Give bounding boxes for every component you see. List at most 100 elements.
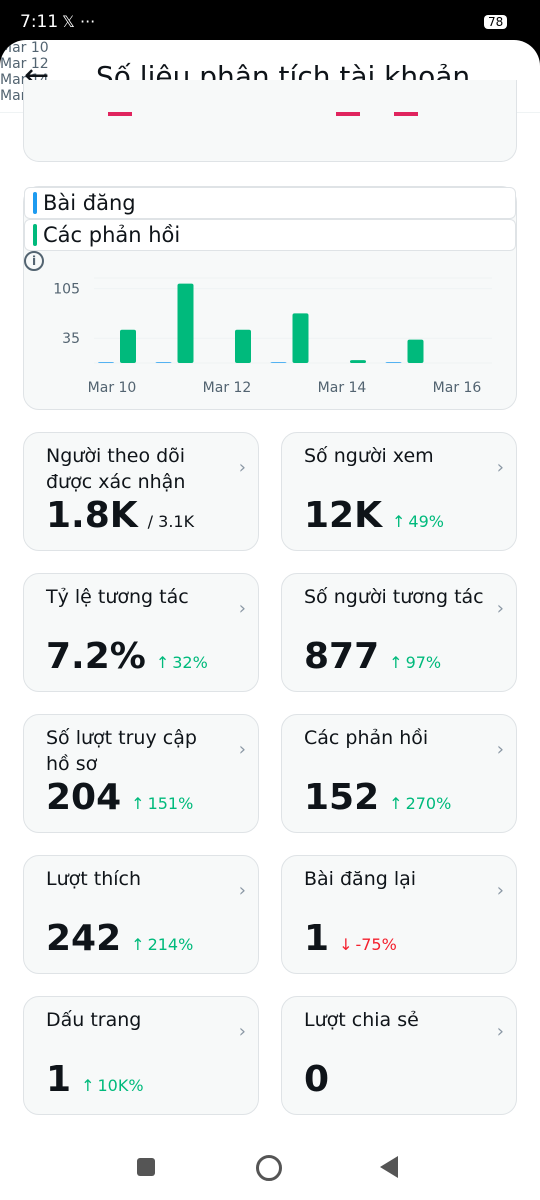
chevron: › xyxy=(238,880,246,901)
change-text: 97% xyxy=(405,653,442,672)
bar xyxy=(270,362,287,363)
y-tick-label: 35 xyxy=(62,331,80,347)
trend-arrow: ↑ xyxy=(155,653,170,672)
y-tick-label: 105 xyxy=(53,282,80,298)
nav-home[interactable] xyxy=(256,1155,282,1181)
trend-arrow: ↑ xyxy=(389,653,403,672)
bar xyxy=(350,360,366,363)
nav-back[interactable] xyxy=(380,1156,398,1178)
battery: 78 xyxy=(484,15,508,29)
top-chart-card xyxy=(23,80,517,162)
metric-label: Tỷ lệ tương tác xyxy=(46,586,189,608)
mark xyxy=(108,112,132,116)
metric-change: ↑ 49% xyxy=(392,512,444,531)
metric-number: 242 xyxy=(46,918,122,959)
metric-card[interactable]: Lượt thích › 242 ↑ 214% xyxy=(23,855,259,974)
chevron: › xyxy=(496,880,504,901)
metric-value: 1 ↓ -75% xyxy=(304,918,397,959)
bar xyxy=(292,313,309,363)
status-icons: 𝕏 ··· xyxy=(62,12,96,31)
metric-number: 877 xyxy=(304,636,380,677)
chevron: › xyxy=(238,598,246,619)
metric-change: ↑ 270% xyxy=(389,794,451,813)
trend-arrow: ↓ xyxy=(339,935,353,954)
metric-extra: / 3.1K xyxy=(147,512,195,531)
metric-change: ↓ -75% xyxy=(339,935,397,954)
metric-label: Dấu trang xyxy=(46,1009,142,1031)
x-tick-label: Mar 10 xyxy=(0,40,49,56)
metric-card[interactable]: Người theo dõi được xác nhận › 1.8K / 3.1K xyxy=(23,432,259,551)
legend-label: Bài đăng xyxy=(43,191,136,215)
metric-label: Người theo dõi được xác nhận xyxy=(46,445,186,493)
bar xyxy=(235,329,251,363)
metric-card[interactable]: Lượt chia sẻ › 0 xyxy=(281,996,517,1115)
metric-number: 0 xyxy=(304,1059,330,1100)
metric-card[interactable]: Các phản hồi › 152 ↑ 270% xyxy=(281,714,517,833)
bar xyxy=(155,362,172,363)
metric-value: 1 ↑ 10K% xyxy=(46,1059,144,1100)
metric-value: 877 ↑ 97% xyxy=(304,636,441,677)
bar xyxy=(177,283,194,363)
metric-label: Lượt chia sẻ xyxy=(304,1009,419,1031)
change-text: 10K% xyxy=(97,1076,144,1095)
change-text: 151% xyxy=(147,794,194,813)
x-tick-label: Mar 16 xyxy=(433,380,482,396)
metric-number: 7.2% xyxy=(46,636,146,677)
metric-number: 12K xyxy=(304,495,382,536)
metric-number: 1.8K xyxy=(46,495,138,536)
metric-change: ↑ 151% xyxy=(131,794,193,813)
metric-change: ↑ 214% xyxy=(131,935,193,954)
metric-number: 1 xyxy=(46,1059,72,1100)
metric-card[interactable]: Số lượt truy cập hồ sơ › 204 ↑ 151% xyxy=(23,714,259,833)
metric-card[interactable]: Dấu trang › 1 ↑ 10K% xyxy=(23,996,259,1115)
metric-label: Bài đăng lại xyxy=(304,868,417,890)
status-time: 7:11 xyxy=(20,12,59,32)
metric-label: Số người xem xyxy=(304,445,434,467)
metric-change: ↑ 32% xyxy=(156,653,208,672)
bar xyxy=(98,362,114,363)
metric-label: Lượt thích xyxy=(46,868,141,890)
metric-change: ↑ 97% xyxy=(389,653,441,672)
chevron: › xyxy=(238,457,246,478)
legend-swatch xyxy=(33,192,37,214)
mark xyxy=(394,112,418,116)
metric-value: 204 ↑ 151% xyxy=(46,777,193,818)
legend-label: Các phản hồi xyxy=(43,223,181,247)
chevron: › xyxy=(496,457,504,478)
legend-item: Các phản hồi xyxy=(24,219,516,251)
chevron: › xyxy=(238,1021,246,1042)
metric-value: 242 ↑ 214% xyxy=(46,918,193,959)
legend-item: Bài đăng xyxy=(24,187,516,219)
mark xyxy=(336,112,360,116)
change-text: 32% xyxy=(172,653,208,672)
change-text: -75% xyxy=(355,935,397,954)
chevron: › xyxy=(238,739,246,760)
x-tick-label: Mar 12 xyxy=(0,56,49,72)
change-text: 214% xyxy=(147,935,194,954)
change-text: 270% xyxy=(405,794,452,813)
chart-card: 35 105 Mar 10 Mar 12 Mar 14 Mar 16 Bài đăng Cá… xyxy=(23,186,517,410)
metric-card[interactable]: Số người xem › 12K ↑ 49% xyxy=(281,432,517,551)
metric-card[interactable]: Tỷ lệ tương tác › 7.2% ↑ 32% xyxy=(23,573,259,692)
metric-number: 152 xyxy=(304,777,380,818)
bar xyxy=(385,362,402,363)
metric-label: Số người tương tác xyxy=(304,586,484,608)
bar xyxy=(407,339,424,363)
screen: ← Số liệu phân tích tài khoản Người theo… xyxy=(0,40,540,1200)
trend-arrow: ↑ xyxy=(131,794,145,813)
chevron: › xyxy=(496,1021,504,1042)
info-icon: i xyxy=(24,251,44,271)
metric-value: 1.8K / 3.1K xyxy=(46,495,194,536)
metric-label: Các phản hồi xyxy=(304,727,429,749)
metric-card[interactable]: Số người tương tác › 877 ↑ 97% xyxy=(281,573,517,692)
trend-arrow: ↑ xyxy=(81,1076,95,1095)
nav-square[interactable] xyxy=(137,1158,155,1176)
metric-value: 0 xyxy=(304,1059,329,1100)
metric-label: Số lượt truy cập hồ sơ xyxy=(46,727,197,775)
trend-arrow: ↑ xyxy=(389,794,403,813)
metric-card[interactable]: Bài đăng lại › 1 ↓ -75% xyxy=(281,855,517,974)
chevron: › xyxy=(496,598,504,619)
metric-value: 12K ↑ 49% xyxy=(304,495,444,536)
